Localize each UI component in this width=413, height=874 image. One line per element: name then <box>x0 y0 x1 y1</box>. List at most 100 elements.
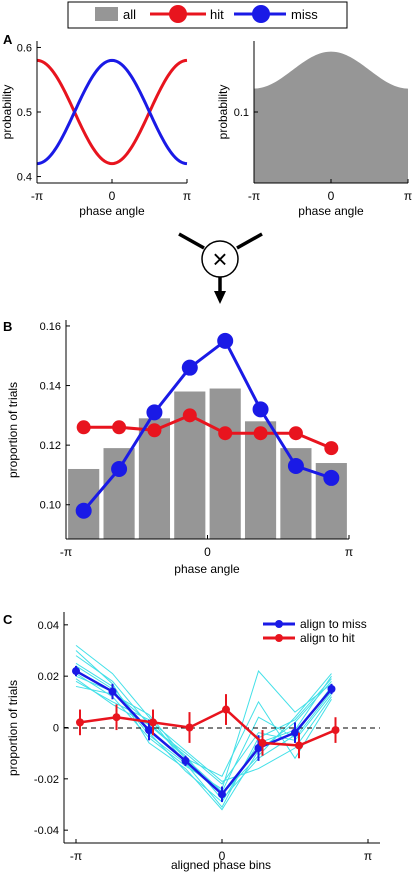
b-y-tick-label-3: 0.16 <box>40 321 61 333</box>
panel-label-b: B <box>3 319 12 334</box>
c-point-miss-2 <box>145 726 154 735</box>
a-right-y-tick-label-0: 0.1 <box>234 107 249 119</box>
c-individual-trace-6 <box>75 650 332 811</box>
panel-a-right-chart: -π 0 π 0.1 phase angle probability <box>216 41 412 218</box>
legend-label-hit: hit <box>210 7 224 22</box>
c-x-tick-label-2: π <box>364 849 372 863</box>
c-point-miss-6 <box>290 728 299 737</box>
a-left-y-tick-label-1: 0.5 <box>17 107 32 119</box>
operator-arm-left <box>178 232 205 250</box>
legend-marker-miss <box>252 5 270 23</box>
panel-a-left-chart: -π 0 π 0.4 0.5 0.6 phase angle probability <box>0 41 191 218</box>
a-right-x-label: phase angle <box>298 204 364 218</box>
b-bar-4 <box>209 388 241 539</box>
panel-c-chart: -π 0 π -0.04 -0.02 0 0.02 0.04 align to miss al… <box>6 612 380 872</box>
c-y-tick-label-1: -0.02 <box>34 774 59 786</box>
a-right-x-tick-label-2: π <box>404 189 412 203</box>
a-left-x-tick-label-0: -π <box>31 189 43 203</box>
c-point-miss-1 <box>108 687 117 696</box>
c-x-tick-label-0: -π <box>70 849 82 863</box>
a-left-line-miss <box>36 58 188 166</box>
legend-label-all: all <box>123 7 136 22</box>
panel-label-a: A <box>3 32 13 47</box>
c-legend-label-miss: align to miss <box>300 617 367 631</box>
a-left-y-tick-label-0: 0.4 <box>17 172 32 184</box>
b-y-label: proportion of trials <box>6 382 20 478</box>
b-y-tick-label-2: 0.14 <box>40 381 61 393</box>
b-point-miss-5 <box>252 401 269 418</box>
b-bar-2 <box>138 418 171 539</box>
legend-swatch-all <box>95 7 118 21</box>
c-x-label: aligned phase bins <box>171 858 271 872</box>
a-left-y-label: probability <box>0 85 14 140</box>
c-legend-marker-miss <box>275 620 283 628</box>
b-point-miss-2 <box>146 404 163 421</box>
b-point-miss-4 <box>217 332 234 349</box>
b-point-hit-2 <box>147 423 162 438</box>
operator-circle <box>201 240 239 278</box>
b-point-miss-3 <box>181 359 198 376</box>
operator-arm-right <box>236 232 263 250</box>
c-legend-label-hit: align to hit <box>300 631 355 645</box>
panel-label-c: C <box>3 612 13 627</box>
b-point-hit-4 <box>218 426 233 441</box>
a-left-line-hit <box>36 58 188 166</box>
a-left-x-tick-label-1: 0 <box>109 189 116 203</box>
b-point-hit-1 <box>112 420 127 435</box>
b-x-label: phase angle <box>174 562 240 576</box>
panel-b-chart: -π 0 π 0.10 0.12 0.14 0.16 phase angle proport… <box>6 320 353 576</box>
b-point-hit-7 <box>324 441 339 456</box>
operator-arrowhead <box>214 291 226 304</box>
c-point-hit-1 <box>112 713 121 722</box>
c-y-tick-label-3: 0.02 <box>38 671 59 683</box>
c-legend-marker-hit <box>275 634 283 642</box>
b-y-tick-label-0: 0.10 <box>40 500 61 512</box>
c-point-hit-7 <box>331 726 340 735</box>
c-point-miss-0 <box>72 667 81 676</box>
combine-operator: × <box>178 232 263 304</box>
b-point-hit-3 <box>182 408 197 423</box>
b-point-miss-7 <box>323 469 340 486</box>
b-x-tick-label-2: π <box>345 545 353 559</box>
c-point-miss-7 <box>327 685 336 693</box>
c-individual-trace-0 <box>75 644 332 808</box>
b-y-tick-label-1: 0.12 <box>40 440 61 452</box>
a-left-x-label: phase angle <box>79 204 145 218</box>
c-point-miss-3 <box>181 756 190 765</box>
c-point-miss-4 <box>218 790 226 799</box>
b-bar-5 <box>244 421 277 539</box>
b-point-miss-6 <box>287 458 304 474</box>
a-left-x-tick-label-2: π <box>183 189 191 203</box>
c-point-hit-3 <box>185 723 194 732</box>
c-point-hit-6 <box>294 741 303 750</box>
b-point-hit-6 <box>288 426 303 441</box>
c-point-hit-2 <box>149 718 158 727</box>
c-individual-trace-7 <box>75 678 332 785</box>
top-legend: all hit miss <box>67 1 348 29</box>
c-y-tick-label-4: 0.04 <box>38 620 59 632</box>
c-line-hit <box>79 708 336 747</box>
b-point-miss-1 <box>111 460 128 477</box>
a-right-y-label: probability <box>216 85 230 140</box>
b-line-miss <box>82 338 332 512</box>
c-point-hit-0 <box>76 718 85 727</box>
c-point-hit-5 <box>258 738 267 747</box>
c-y-label: proportion of trials <box>6 680 20 776</box>
c-individual-trace-3 <box>75 680 332 782</box>
b-x-tick-label-0: -π <box>60 545 72 559</box>
b-x-tick-label-1: 0 <box>204 545 211 559</box>
c-x-tick-label-1: 0 <box>219 849 226 863</box>
c-line-miss <box>75 669 333 797</box>
b-point-hit-0 <box>76 420 91 435</box>
a-right-x-tick-label-1: 0 <box>328 189 335 203</box>
b-point-hit-5 <box>253 426 268 441</box>
a-left-y-tick-label-2: 0.6 <box>17 42 32 54</box>
c-y-tick-label-0: -0.04 <box>34 825 59 837</box>
c-y-tick-label-2: 0 <box>53 723 59 735</box>
c-point-hit-4 <box>222 705 230 714</box>
a-right-area-all <box>254 51 408 184</box>
a-right-x-tick-label-0: -π <box>248 189 260 203</box>
c-legend: align to miss align to hit <box>263 617 367 645</box>
legend-marker-hit <box>169 5 187 23</box>
